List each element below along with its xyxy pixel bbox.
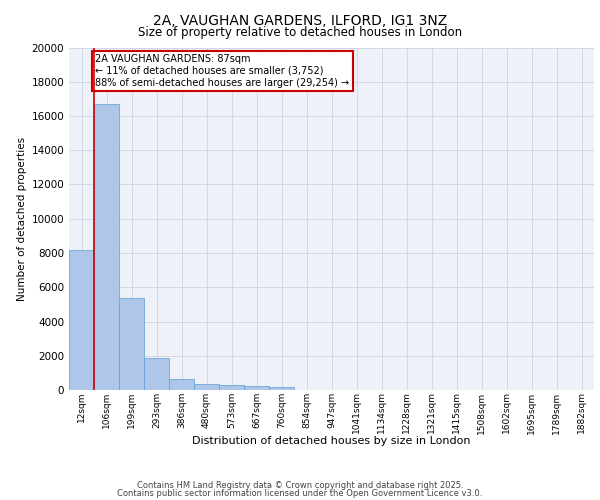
X-axis label: Distribution of detached houses by size in London: Distribution of detached houses by size …	[192, 436, 471, 446]
Bar	[144, 358, 169, 390]
Bar	[194, 384, 219, 390]
Bar	[69, 250, 94, 390]
Bar	[119, 298, 144, 390]
Bar	[169, 379, 194, 390]
Text: 2A VAUGHAN GARDENS: 87sqm
← 11% of detached houses are smaller (3,752)
88% of se: 2A VAUGHAN GARDENS: 87sqm ← 11% of detac…	[95, 54, 349, 88]
Text: Contains public sector information licensed under the Open Government Licence v3: Contains public sector information licen…	[118, 488, 482, 498]
Bar	[269, 386, 294, 390]
Text: Size of property relative to detached houses in London: Size of property relative to detached ho…	[138, 26, 462, 39]
Bar	[94, 104, 119, 390]
Text: 2A, VAUGHAN GARDENS, ILFORD, IG1 3NZ: 2A, VAUGHAN GARDENS, ILFORD, IG1 3NZ	[153, 14, 447, 28]
Bar	[244, 386, 269, 390]
Text: Contains HM Land Registry data © Crown copyright and database right 2025.: Contains HM Land Registry data © Crown c…	[137, 481, 463, 490]
Bar	[219, 385, 244, 390]
Y-axis label: Number of detached properties: Number of detached properties	[17, 136, 27, 301]
